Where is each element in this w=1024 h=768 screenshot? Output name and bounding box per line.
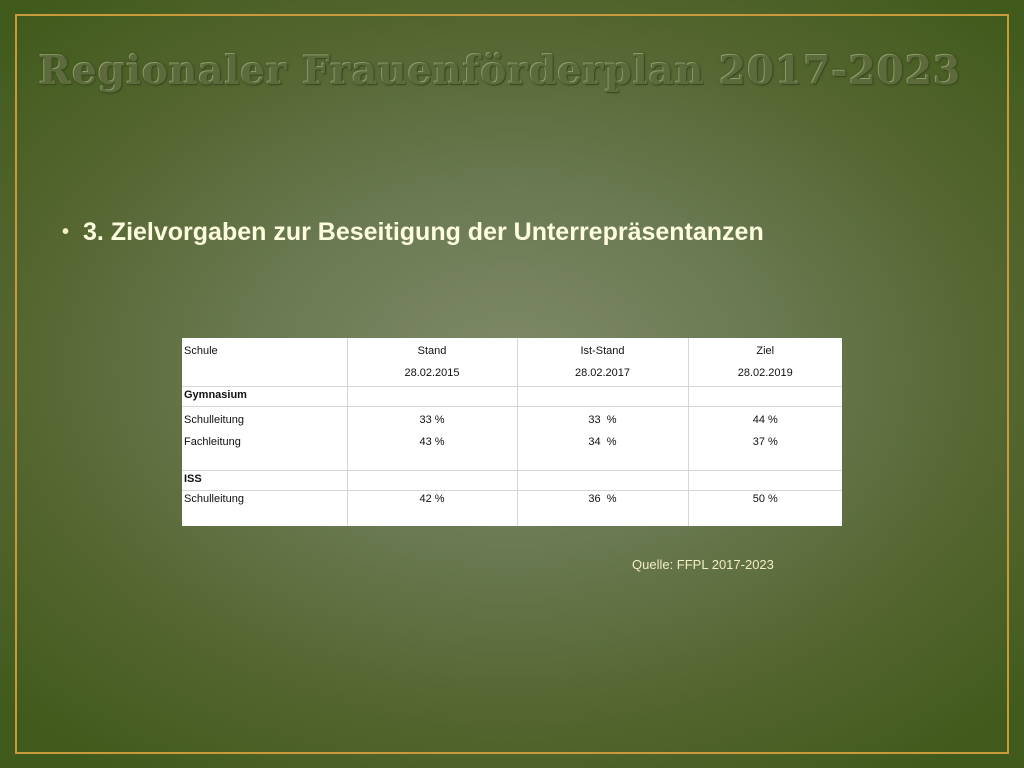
table-row: Schulleitung 42 % 36 % 50 %	[182, 490, 842, 526]
cell-value: 34 %	[588, 436, 617, 448]
cell-value: 50 %	[687, 490, 842, 526]
row-label: Fachleitung	[184, 436, 241, 448]
cell-value: 33 %	[588, 414, 617, 426]
header-date: 28.02.2017	[574, 367, 631, 379]
empty-cell	[516, 470, 688, 491]
empty-cell	[687, 386, 842, 407]
slide-title: Regionaler Frauenförderplan 2017-2023	[38, 48, 962, 94]
group-label-gymnasium: Gymnasium	[182, 386, 347, 407]
header-cell-schule: Schule	[182, 338, 347, 387]
group-label-iss: ISS	[182, 470, 347, 491]
header-cell-stand: Stand 28.02.2015	[346, 338, 517, 387]
header-cell-ist-stand: Ist-Stand 28.02.2017	[516, 338, 688, 387]
cell-value: 44 %	[752, 414, 778, 426]
bullet-text: 3. Zielvorgaben zur Beseitigung der Unte…	[83, 218, 764, 246]
header-label: Stand	[417, 345, 447, 357]
row-label: Schulleitung	[184, 414, 244, 426]
header-date: 28.02.2019	[737, 367, 793, 379]
slide-frame	[15, 14, 1009, 754]
stand-values: 33 % 43 %	[346, 406, 517, 471]
row-label: Schulleitung	[182, 490, 347, 526]
row-labels: Schulleitung Fachleitung	[182, 406, 347, 471]
table-header-row: Schule Stand 28.02.2015 Ist-Stand 28.02.…	[182, 338, 842, 387]
cell-value: 37 %	[752, 436, 778, 448]
cell-value: 43 %	[419, 436, 445, 448]
header-label: Schule	[184, 345, 218, 357]
bullet-icon: •	[62, 221, 70, 243]
ziel-values: 44 % 37 %	[687, 406, 842, 471]
data-table-container: Schule Stand 28.02.2015 Ist-Stand 28.02.…	[182, 338, 842, 526]
ist-values: 33 % 34 %	[516, 406, 688, 471]
table-row: Schulleitung Fachleitung 33 % 43 % 33 % …	[182, 406, 842, 471]
header-label: Ziel	[756, 345, 775, 357]
empty-cell	[346, 470, 517, 491]
data-table: Schule Stand 28.02.2015 Ist-Stand 28.02.…	[182, 338, 842, 526]
cell-value: 33 %	[419, 414, 445, 426]
empty-cell	[346, 386, 517, 407]
cell-value: 36 %	[516, 490, 688, 526]
table-group-row-iss: ISS	[182, 470, 842, 491]
empty-cell	[516, 386, 688, 407]
table-group-row-gymnasium: Gymnasium	[182, 386, 842, 407]
source-note: Quelle: FFPL 2017-2023	[632, 557, 774, 572]
header-cell-ziel: Ziel 28.02.2019	[687, 338, 842, 387]
header-label: Ist-Stand	[580, 345, 625, 357]
bullet-point: • 3. Zielvorgaben zur Beseitigung der Un…	[62, 218, 764, 247]
cell-value: 42 %	[346, 490, 517, 526]
empty-cell	[687, 470, 842, 491]
header-date: 28.02.2015	[404, 367, 460, 379]
